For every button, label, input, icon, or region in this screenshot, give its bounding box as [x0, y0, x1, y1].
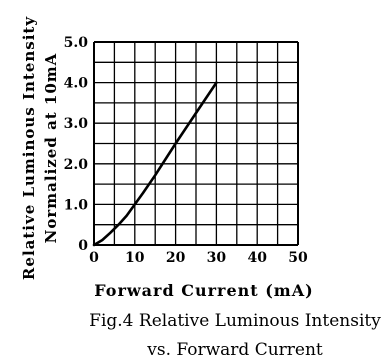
y-tick-labels: 0 1.0 2.0 3.0 4.0 5.0 — [64, 35, 89, 254]
x-tick-label: 0 — [89, 250, 99, 266]
y-axis-label-line1: Relative Luminous Intensity — [20, 16, 38, 280]
series-line — [92, 81, 218, 247]
x-tick-label: 10 — [125, 250, 145, 266]
x-tick-label: 20 — [166, 250, 186, 266]
x-tick-label: 50 — [288, 250, 308, 266]
y-tick-label: 0 — [78, 238, 88, 254]
x-tick-labels: 0 10 20 30 40 50 — [89, 250, 308, 266]
figure-caption-line1: Fig.4 Relative Luminous Intensity — [89, 311, 381, 331]
y-tick-label: 2.0 — [64, 157, 89, 173]
x-tick-label: 40 — [247, 250, 267, 266]
figure-caption-line2: vs. Forward Current — [146, 340, 323, 360]
x-axis-label: Forward Current (mA) — [94, 281, 313, 300]
y-axis-label-line2: Normalized at 10mA — [42, 53, 60, 244]
y-tick-label: 1.0 — [64, 197, 89, 213]
y-tick-label: 4.0 — [64, 76, 89, 92]
x-tick-label: 30 — [207, 250, 227, 266]
grid — [93, 41, 299, 246]
y-tick-label: 3.0 — [64, 116, 89, 132]
series-layer — [92, 81, 218, 247]
y-tick-label: 5.0 — [64, 35, 89, 51]
